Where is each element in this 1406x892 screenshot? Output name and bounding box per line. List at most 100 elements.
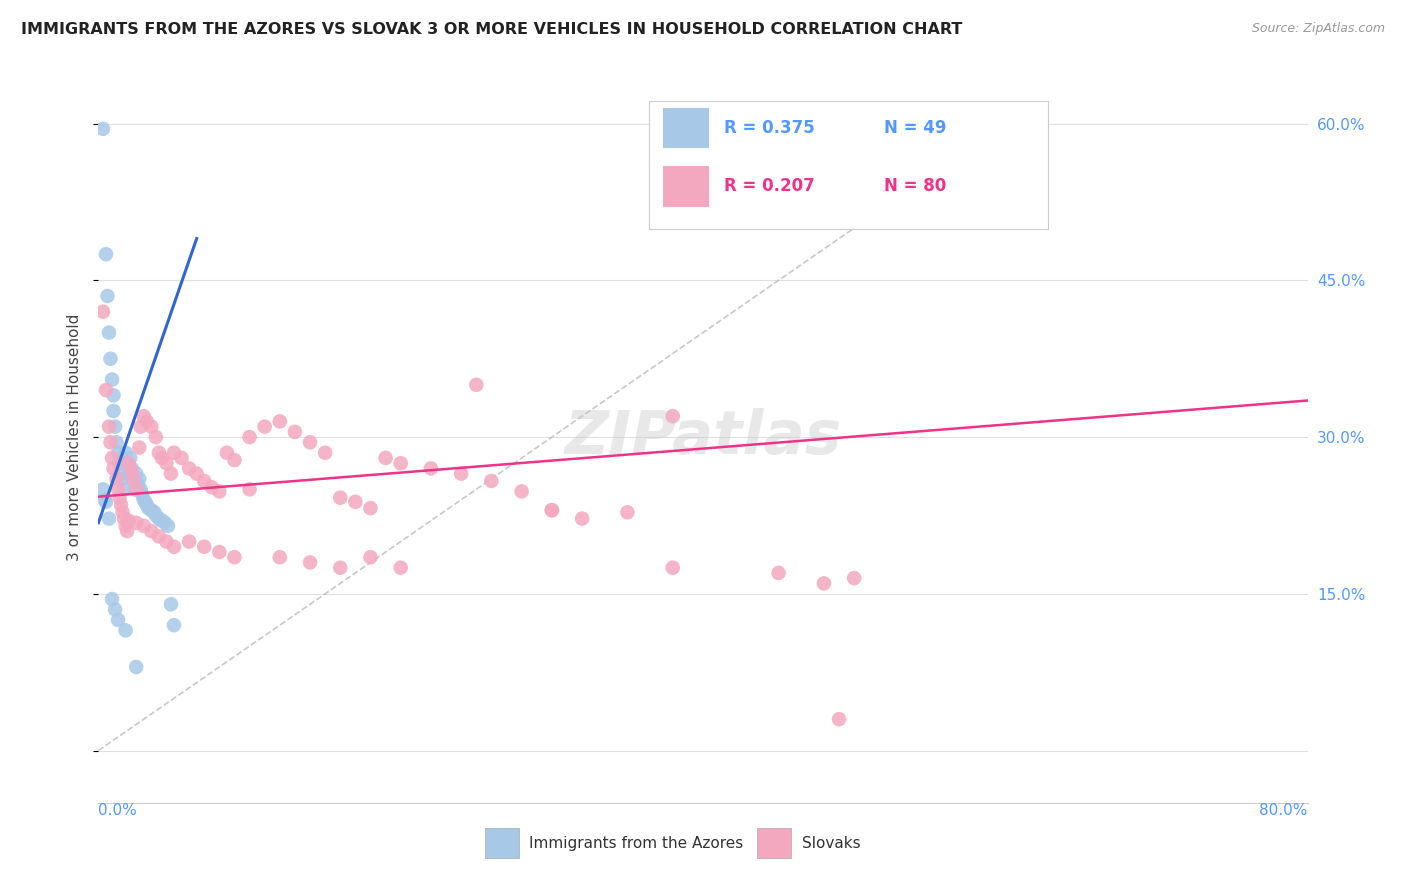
Point [768,566,790,580]
Point [94,383,117,397]
Point [112,483,135,497]
Point [360,550,382,565]
Point [104,602,127,616]
Point [115,524,138,538]
Point [94,495,117,509]
Point [141,503,163,517]
Point [112,511,135,525]
Text: N = 80: N = 80 [884,178,946,195]
Point [122,472,145,486]
Text: R = 0.207: R = 0.207 [724,178,814,195]
Point [844,571,866,585]
Point [125,483,148,497]
Point [299,435,322,450]
Point [360,501,382,516]
Point [108,456,131,470]
Point [93,492,115,507]
Point [114,519,136,533]
Point [155,456,177,470]
Point [134,495,156,509]
Point [98,419,121,434]
Point [132,409,155,424]
Point [314,446,336,460]
Point [179,534,201,549]
Text: N = 49: N = 49 [884,119,946,136]
Point [118,456,141,470]
Point [91,121,114,136]
Point [101,592,124,607]
Point [148,529,170,543]
Point [160,597,183,611]
Point [104,419,127,434]
Point [163,540,186,554]
Point [374,450,396,465]
Text: Immigrants from the Azores: Immigrants from the Azores [529,836,744,851]
Text: 0.0%: 0.0% [98,803,138,818]
Point [163,446,186,460]
Point [100,435,122,450]
Point [224,550,246,565]
Point [239,483,262,497]
Point [661,560,683,574]
Point [828,712,851,726]
Text: Slovaks: Slovaks [803,836,860,851]
Point [170,450,193,465]
Point [105,435,128,450]
Point [107,613,129,627]
Point [121,463,143,477]
Point [813,576,835,591]
Point [155,534,177,549]
Point [299,556,322,570]
Point [208,545,231,559]
Point [107,446,129,460]
Point [661,409,683,424]
Point [156,519,179,533]
Bar [648,101,1047,228]
Point [103,461,125,475]
Point [450,467,472,481]
Point [148,446,170,460]
Point [179,461,201,475]
Point [136,501,159,516]
Point [150,514,173,528]
Point [215,446,238,460]
Point [284,425,307,439]
Text: 80.0%: 80.0% [1260,803,1308,818]
Point [110,467,132,481]
Point [124,483,146,497]
Point [540,503,562,517]
Point [98,511,121,525]
Point [120,450,142,465]
Text: R = 0.375: R = 0.375 [724,119,814,136]
Bar [758,829,792,858]
Bar [485,829,519,858]
Point [132,492,155,507]
Point [111,505,134,519]
Point [193,540,215,554]
Point [389,560,412,574]
Point [186,467,208,481]
Point [101,450,124,465]
Point [420,461,443,475]
Point [131,487,153,501]
Text: Source: ZipAtlas.com: Source: ZipAtlas.com [1251,22,1385,36]
Point [129,419,152,434]
Point [510,484,533,499]
Bar [664,167,709,207]
Point [465,377,488,392]
Point [121,461,143,475]
Point [132,519,155,533]
Point [105,472,128,486]
Point [145,508,167,523]
Point [269,414,291,428]
Point [125,660,148,674]
Point [145,430,167,444]
Point [118,467,141,481]
Point [125,467,148,481]
Point [163,618,186,632]
Text: IMMIGRANTS FROM THE AZORES VS SLOVAK 3 OR MORE VEHICLES IN HOUSEHOLD CORRELATION: IMMIGRANTS FROM THE AZORES VS SLOVAK 3 O… [21,22,963,37]
Point [100,351,122,366]
Point [253,419,276,434]
Point [143,505,166,519]
Point [114,446,136,460]
